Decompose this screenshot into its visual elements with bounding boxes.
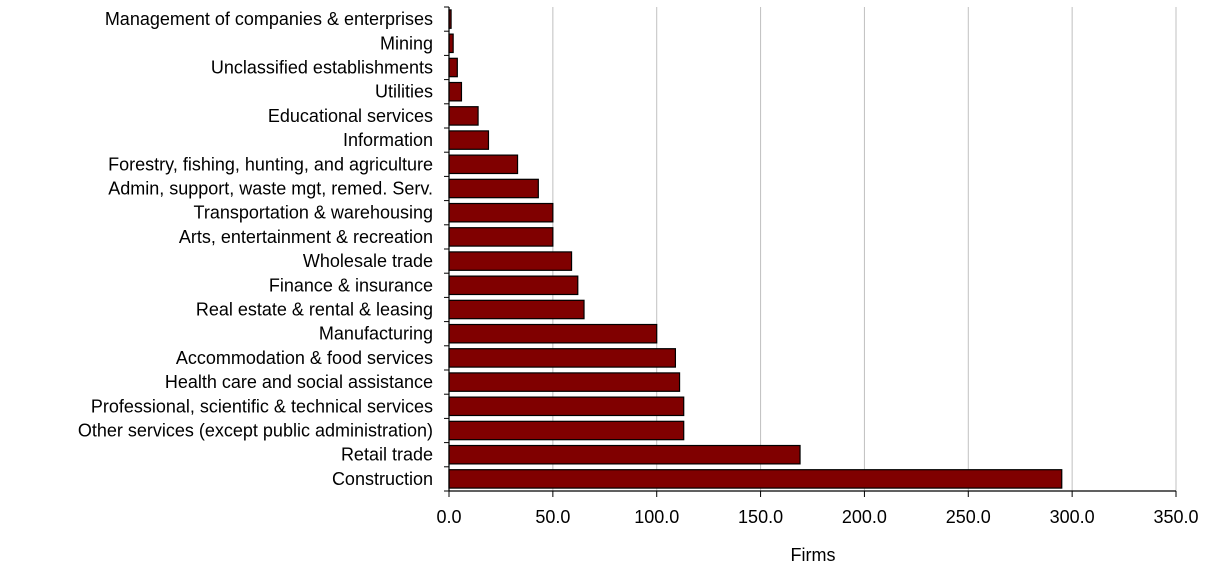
bar — [448, 348, 677, 368]
category-label: Forestry, fishing, hunting, and agricult… — [108, 154, 433, 174]
x-tick-label: 150.0 — [738, 507, 783, 527]
category-label: Unclassified establishments — [211, 58, 433, 78]
bar — [448, 33, 454, 54]
bar — [448, 106, 479, 126]
bar — [448, 420, 685, 441]
category-label: Health care and social assistance — [165, 372, 433, 392]
bar-layer — [448, 9, 1063, 489]
bar — [448, 202, 554, 223]
bar — [448, 227, 554, 247]
x-tick-label: 350.0 — [1153, 507, 1198, 527]
category-label: Retail trade — [341, 445, 433, 465]
category-label: Finance & insurance — [269, 275, 433, 295]
bar — [448, 154, 519, 175]
category-label: Accommodation & food services — [176, 348, 433, 368]
category-label: Mining — [380, 33, 433, 53]
bar — [448, 130, 490, 150]
x-axis-title: Firms — [791, 545, 836, 565]
x-tick-label: 100.0 — [634, 507, 679, 527]
bar — [448, 275, 579, 296]
bar — [448, 372, 681, 392]
category-label: Manufacturing — [319, 324, 433, 344]
bar — [448, 57, 458, 78]
bar — [448, 323, 658, 344]
x-tick-label: 300.0 — [1050, 507, 1095, 527]
category-label: Transportation & warehousing — [194, 203, 433, 223]
grid-layer — [552, 7, 1177, 491]
x-tick-label: 50.0 — [535, 507, 570, 527]
category-label: Utilities — [375, 82, 433, 102]
axis-layer — [444, 6, 1177, 497]
bar — [448, 396, 685, 417]
category-label: Real estate & rental & leasing — [196, 300, 433, 320]
category-label: Admin, support, waste mgt, remed. Serv. — [108, 179, 433, 199]
bar — [448, 469, 1063, 489]
category-label: Arts, entertainment & recreation — [179, 227, 433, 247]
bar — [448, 178, 539, 199]
bar — [448, 251, 573, 271]
category-label: Information — [343, 130, 433, 150]
x-tick-label: 200.0 — [842, 507, 887, 527]
bar — [448, 444, 801, 465]
bar — [448, 81, 463, 102]
x-tick-label: 250.0 — [946, 507, 991, 527]
category-label: Other services (except public administra… — [78, 421, 433, 441]
category-label: Professional, scientific & technical ser… — [91, 396, 433, 416]
x-tick-label: 0.0 — [436, 507, 461, 527]
category-label: Wholesale trade — [303, 251, 433, 271]
category-label: Construction — [332, 469, 433, 489]
bar — [448, 299, 585, 320]
category-label: Management of companies & enterprises — [105, 9, 433, 29]
category-label: Educational services — [268, 106, 433, 126]
label-layer: Management of companies & enterprises Min… — [78, 9, 1199, 527]
